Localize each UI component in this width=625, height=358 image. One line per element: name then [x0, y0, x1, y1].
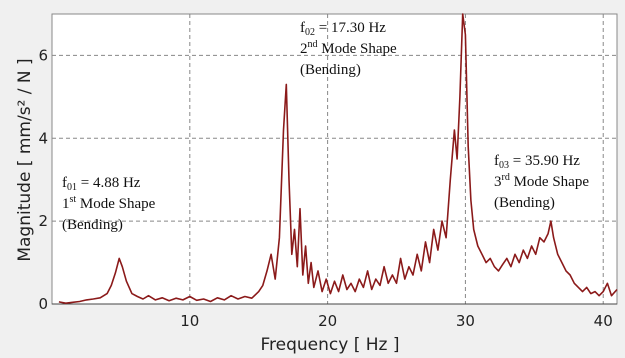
- y-tick-labels: 0 2 4 6: [38, 46, 48, 313]
- annotation-mode-1: f01 = 4.88 Hz 1st Mode Shape (Bending): [62, 175, 156, 233]
- annotation-2-line-1: f02 = 17.30 Hz: [300, 20, 386, 38]
- annotation-3-line-3: (Bending): [494, 195, 555, 211]
- annotation-1-line-2: 1st Mode Shape: [62, 194, 156, 212]
- series-line-magnitude: [58, 13, 618, 305]
- x-tick-labels: 10 20 30 40: [180, 312, 613, 330]
- grid: [52, 14, 617, 304]
- annotation-1-line-1: f01 = 4.88 Hz: [62, 175, 141, 193]
- annotation-2-line-2: 2nd Mode Shape: [300, 39, 397, 57]
- x-tick-label: 30: [456, 312, 475, 330]
- annotation-1-line-3: (Bending): [62, 217, 123, 233]
- y-tick-label: 2: [38, 212, 48, 230]
- cropped-caption: Figure [partially cropped caption at top…: [20, 0, 292, 10]
- y-tick-label: 0: [38, 295, 48, 313]
- x-tick-label: 40: [594, 312, 613, 330]
- y-axis-label: Magnitude [ mm/s² / N ]: [15, 58, 35, 261]
- annotation-mode-3: f03 = 35.90 Hz 3rd Mode Shape (Bending): [494, 153, 589, 211]
- x-axis-label: Frequency [ Hz ]: [260, 335, 399, 355]
- x-tick-label: 10: [180, 312, 199, 330]
- y-tick-label: 6: [38, 46, 48, 64]
- annotation-2-line-3: (Bending): [300, 62, 361, 78]
- y-tick-label: 4: [38, 129, 48, 147]
- annotation-3-line-2: 3rd Mode Shape: [494, 172, 589, 190]
- plot-area: [51, 13, 618, 305]
- x-tick-label: 20: [318, 312, 337, 330]
- annotation-mode-2: f02 = 17.30 Hz 2nd Mode Shape (Bending): [300, 20, 397, 78]
- annotation-3-line-1: f03 = 35.90 Hz: [494, 153, 580, 171]
